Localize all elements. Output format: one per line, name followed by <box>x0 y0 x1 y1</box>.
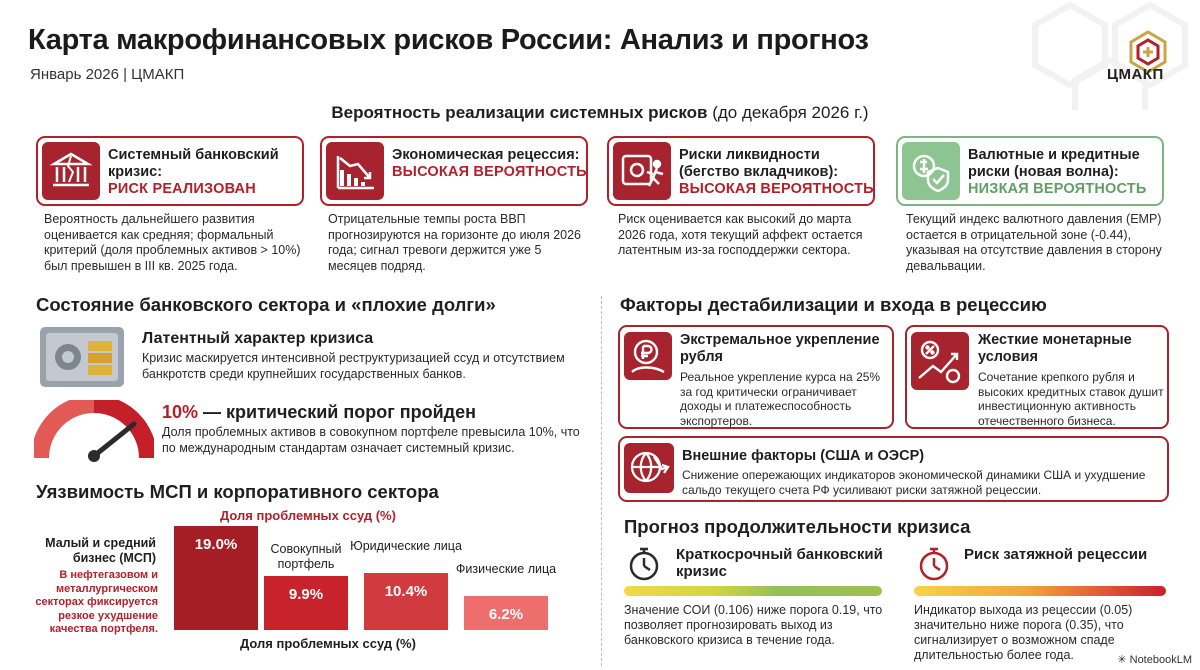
currency-shield-icon <box>902 142 960 200</box>
threshold-heading: 10% — критический порог пройден <box>162 402 476 423</box>
falling-chart-icon <box>326 142 384 200</box>
forecast-text: Значение СОИ (0.106) ниже порога 0.19, ч… <box>624 603 883 647</box>
bar-msp <box>174 526 258 630</box>
bar-legal-entities <box>364 573 448 630</box>
latent-crisis-text: Кризис маскируется интенсивной реструкту… <box>142 351 565 381</box>
bar-label-individuals: Физические лица <box>455 562 557 577</box>
probability-heading-bold: Вероятность реализации системных рисков <box>331 103 708 122</box>
column-divider <box>601 296 602 666</box>
notebooklm-brand: ✳ NotebookLM <box>1117 654 1192 666</box>
safe-running-person-icon <box>613 142 671 200</box>
factor-text: Снижение опережающих индикаторов экономи… <box>682 468 1146 497</box>
bank-crack-icon <box>42 142 100 200</box>
notebooklm-brand-text: NotebookLM <box>1129 654 1192 666</box>
forecast-title: Краткосрочный банковский кризис <box>676 546 883 580</box>
latent-crisis-title: Латентный характер кризиса <box>142 330 374 347</box>
risk-card-banking-crisis: Системный банковский кризис: РИСК РЕАЛИЗ… <box>36 136 304 206</box>
threshold-value: 10% <box>162 402 199 422</box>
risk-card-title: Экономическая рецессия: <box>392 147 580 163</box>
risk-card-liquidity: Риски ликвидности (бегство вкладчиков): … <box>607 136 875 206</box>
chart-top-label: Доля проблемных ссуд (%) <box>220 508 396 523</box>
risk-card-title: Валютные и кредитные риски (новая волна)… <box>968 147 1140 180</box>
risk-card-description: Отрицательные темпы роста ВВП прогнозиру… <box>328 212 581 273</box>
vault-icon <box>40 327 124 387</box>
risk-card-description: Вероятность дальнейшего развития оценива… <box>44 212 301 273</box>
risk-card-title: Системный банковский кризис: <box>108 147 279 180</box>
bar-value-legal: 10.4% <box>384 583 428 601</box>
risk-card-currency-credit: Валютные и кредитные риски (новая волна)… <box>896 136 1164 206</box>
threshold-text: Доля проблемных активов в совокупном пор… <box>162 425 580 455</box>
banking-section-heading: Состояние банковского сектора и «плохие … <box>36 294 496 315</box>
risk-card-status: РИСК РЕАЛИЗОВАН <box>108 181 256 197</box>
stopwatch-icon <box>919 547 949 581</box>
forecast-section-heading: Прогноз продолжительности кризиса <box>624 516 971 537</box>
risk-card-status: ВЫСОКАЯ ВЕРОЯТНОСТЬ <box>392 164 587 180</box>
factor-title: Жесткие монетарные условия <box>978 332 1132 365</box>
gauge-icon <box>34 400 154 462</box>
risk-card-description: Риск оценивается как высокий до марта 20… <box>618 212 863 257</box>
page-title: Карта макрофинансовых рисков России: Ана… <box>28 24 869 56</box>
percent-growth-icon <box>911 332 969 390</box>
bar-total-portfolio <box>264 575 348 630</box>
threshold-title: — критический порог пройден <box>198 402 476 422</box>
forecast-text: Индикатор выхода из рецессии (0.05) знач… <box>914 603 1133 662</box>
msp-side-note: В нефтегазовом и металлургическом сектор… <box>35 569 158 635</box>
risk-card-recession: Экономическая рецессия: ВЫСОКАЯ ВЕРОЯТНО… <box>320 136 588 206</box>
risk-card-status: ВЫСОКАЯ ВЕРОЯТНОСТЬ <box>679 181 874 197</box>
msp-side-title: Малый и средний бизнес (МСП) <box>45 536 156 565</box>
factor-title: Экстремальное укрепление рубля <box>680 332 880 365</box>
ruble-coin-icon <box>624 332 672 380</box>
factor-title: Внешние факторы (США и ОЭСР) <box>682 448 925 464</box>
factor-box-external <box>618 436 1169 502</box>
forecast-title: Риск затяжной рецессии <box>964 546 1148 563</box>
msp-section-heading: Уязвимость МСП и корпоративного сектора <box>36 481 439 502</box>
probability-heading-rest: (до декабря 2026 г.) <box>707 103 869 122</box>
factor-text: Сочетание крепкого рубля и высоких креди… <box>978 370 1164 428</box>
risk-card-description: Текущий индекс валютного давления (EMP) … <box>906 212 1162 273</box>
forecast-gradient-bar-short <box>624 586 882 596</box>
bar-value-individuals: 6.2% <box>488 606 524 624</box>
chart-bottom-label: Доля проблемных ссуд (%) <box>240 636 416 651</box>
risk-card-title: Риски ликвидности (бегство вкладчиков): <box>679 147 839 180</box>
probability-heading: Вероятность реализации системных рисков … <box>0 103 1200 123</box>
bar-individuals <box>464 596 548 630</box>
page-subtitle: Январь 2026 | ЦМАКП <box>30 66 185 83</box>
factors-section-heading: Факторы дестабилизации и входа в рецесси… <box>620 294 1047 315</box>
bar-value-msp: 19.0% <box>194 536 238 553</box>
bar-label-legal: Юридические лица <box>350 539 462 554</box>
stopwatch-icon <box>629 547 659 581</box>
hexagon-pattern-decoration <box>1032 1 1188 110</box>
bar-label-total: Совокупный портфель <box>270 541 342 571</box>
forecast-gradient-bar-long <box>914 586 1166 596</box>
cmakp-logo-icon <box>1129 30 1167 74</box>
globe-decline-icon <box>624 443 674 493</box>
risk-card-status: НИЗКАЯ ВЕРОЯТНОСТЬ <box>968 181 1147 197</box>
factor-text: Реальное укрепление курса на 25% за год … <box>680 370 881 428</box>
bar-value-total: 9.9% <box>288 585 324 603</box>
logo-text: ЦМАКП <box>1107 66 1164 83</box>
